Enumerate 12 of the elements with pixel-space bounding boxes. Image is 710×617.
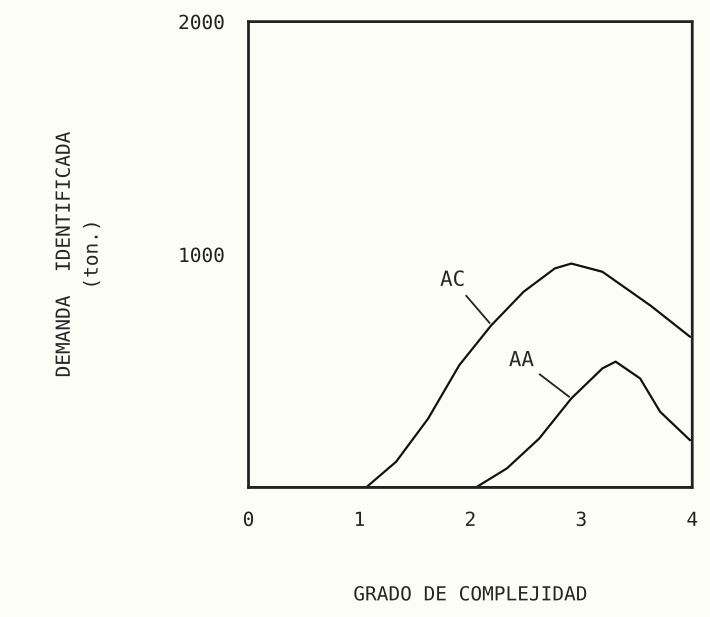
annotation: AC xyxy=(440,270,464,286)
line-series xyxy=(364,262,692,488)
x-tick-label: 2 xyxy=(466,511,475,526)
x-tick-label: 4 xyxy=(687,512,698,526)
x-tick-label: 3 xyxy=(576,511,586,526)
x-tick-label: 1 xyxy=(356,512,364,526)
x-axis-title: GRADO DE COMPLEJIDAD xyxy=(354,586,586,601)
x-tick-label: 0 xyxy=(244,511,254,526)
annotation: AA xyxy=(509,350,534,366)
y-tick-label: 1000 xyxy=(180,248,224,262)
y-tick-label: 2000 xyxy=(180,14,224,30)
y-axis-title: DEMANDA IDENTIFICADA (ton.) xyxy=(55,132,100,376)
